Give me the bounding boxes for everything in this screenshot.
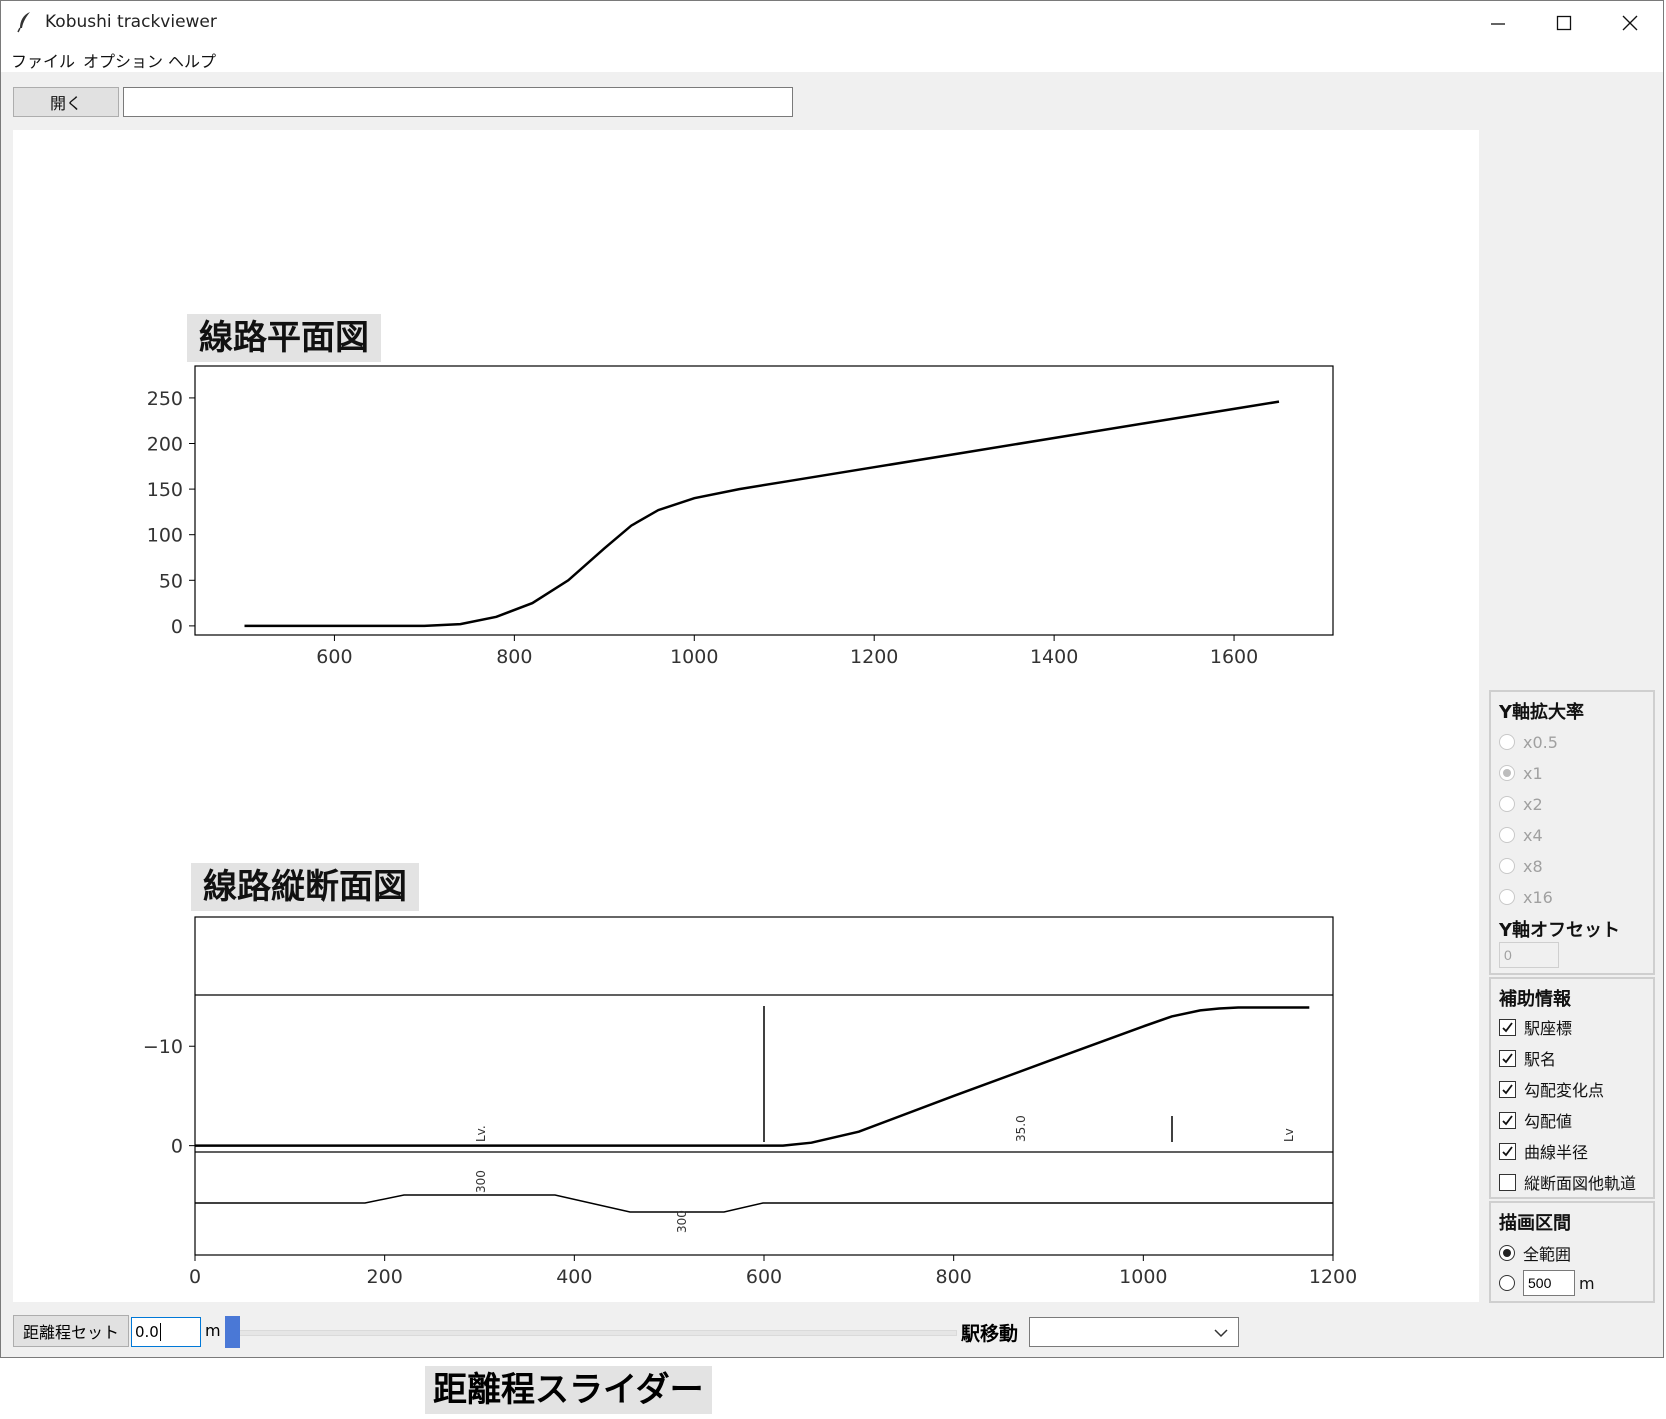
draw-range-title: 描画区間 — [1499, 1213, 1571, 1234]
slider-caption: 距離程スライダー — [425, 1366, 712, 1414]
checkbox-checked-icon — [1499, 1080, 1516, 1098]
x-tick-label: 400 — [556, 1266, 592, 1288]
curve-radius-line — [195, 1194, 1333, 1213]
plot-canvas: 線路平面図 600 800 1000 1200 1400 1600 0 50 100 150 200… — [13, 130, 1479, 1302]
aux-check-gradient-point[interactable]: 勾配変化点 — [1499, 1077, 1604, 1101]
yscale-option-x1[interactable]: x1 — [1499, 761, 1543, 785]
gradient-label: Lv — [1282, 1128, 1296, 1142]
x-tick-label: 1600 — [1210, 646, 1258, 668]
aux-check-other-tracks[interactable]: 縦断面図他軌道 — [1499, 1170, 1636, 1194]
chevron-down-icon — [1214, 1329, 1228, 1338]
yscale-option-x2[interactable]: x2 — [1499, 792, 1543, 816]
distance-slider-thumb[interactable] — [225, 1316, 240, 1348]
profile-track-line — [195, 1006, 1310, 1147]
maximize-button[interactable] — [1531, 1, 1597, 44]
yscale-option-x16[interactable]: x16 — [1499, 885, 1553, 909]
radio-icon — [1499, 796, 1515, 812]
file-path-input[interactable] — [123, 87, 793, 117]
open-button[interactable]: 開く — [13, 87, 119, 117]
distance-set-button[interactable]: 距離程セット — [13, 1315, 129, 1347]
x-tick-label: 800 — [936, 1266, 972, 1288]
window-title: Kobushi trackviewer — [45, 12, 217, 32]
yoffset-input[interactable] — [1499, 942, 1559, 968]
aux-check-station-coord[interactable]: 駅座標 — [1499, 1015, 1572, 1039]
radio-icon — [1499, 889, 1515, 905]
draw-range-panel: 描画区間 全範囲 m — [1489, 1201, 1655, 1303]
minimize-button[interactable] — [1465, 1, 1531, 44]
radius-label: 300 — [675, 1210, 689, 1233]
gradient-label: 35.0 — [1014, 1115, 1028, 1142]
plan-chart-title: 線路平面図 — [187, 314, 381, 362]
distance-unit: m — [205, 1321, 221, 1340]
yoffset-title: Y軸オフセット — [1499, 920, 1621, 941]
feather-icon — [17, 12, 30, 33]
y-tick-label: 0 — [171, 616, 183, 638]
station-move-label: 駅移動 — [961, 1323, 1019, 1345]
gradient-label: Lv. — [474, 1125, 488, 1142]
distance-slider-track[interactable] — [225, 1330, 957, 1336]
app-window: Kobushi trackviewer ファイル オプション ヘルプ 開く 線路… — [0, 0, 1664, 1358]
range-length-input[interactable] — [1523, 1270, 1575, 1296]
range-option-full[interactable]: 全範囲 — [1499, 1241, 1571, 1265]
y-tick-label: −10 — [143, 1036, 183, 1058]
aux-check-station-name[interactable]: 駅名 — [1499, 1046, 1556, 1070]
range-option-custom[interactable]: m — [1499, 1270, 1595, 1296]
close-icon — [1622, 15, 1638, 30]
aux-check-curve-radius[interactable]: 曲線半径 — [1499, 1139, 1588, 1163]
aux-info-panel: 補助情報 駅座標 駅名 勾配変化点 勾配値 曲線半径 縦断面図他軌道 — [1489, 977, 1655, 1199]
y-tick-label: 200 — [147, 434, 183, 456]
radio-selected-icon — [1499, 765, 1515, 781]
menu-bar: ファイル オプション ヘルプ — [1, 44, 1663, 72]
y-tick-label: 50 — [159, 570, 183, 592]
x-tick-label: 0 — [189, 1266, 201, 1288]
yscale-option-x8[interactable]: x8 — [1499, 854, 1543, 878]
yscale-option-x4[interactable]: x4 — [1499, 823, 1543, 847]
x-tick-label: 600 — [316, 646, 352, 668]
menu-options[interactable]: オプション — [83, 52, 164, 71]
profile-chart-title: 線路縦断面図 — [191, 863, 419, 911]
checkbox-checked-icon — [1499, 1049, 1516, 1067]
y-tick-label: 0 — [171, 1136, 183, 1158]
yscale-option-x0.5[interactable]: x0.5 — [1499, 730, 1558, 754]
plan-track-line — [244, 400, 1280, 628]
maximize-icon — [1556, 15, 1572, 30]
x-tick-label: 1000 — [1119, 1266, 1167, 1288]
x-tick-label: 1200 — [1309, 1266, 1357, 1288]
radio-icon — [1499, 827, 1515, 843]
x-tick-label: 200 — [367, 1266, 403, 1288]
profile-ticks: 0 200 400 600 800 1000 1200 0 −10 — [143, 1036, 1357, 1288]
y-tick-label: 100 — [147, 525, 183, 547]
minimize-icon — [1491, 22, 1505, 25]
radius-label: 300 — [474, 1170, 488, 1193]
radio-icon — [1499, 858, 1515, 874]
x-tick-label: 1000 — [670, 646, 718, 668]
y-tick-label: 150 — [147, 479, 183, 501]
x-tick-label: 1200 — [850, 646, 898, 668]
yscale-title: Y軸拡大率 — [1499, 702, 1585, 723]
aux-info-title: 補助情報 — [1499, 989, 1571, 1010]
aux-check-gradient-value[interactable]: 勾配値 — [1499, 1108, 1572, 1132]
menu-file[interactable]: ファイル — [11, 52, 76, 71]
yscale-panel: Y軸拡大率 x0.5 x1 x2 x4 x8 x16 Y軸オフセット — [1489, 690, 1655, 975]
charts-svg: 600 800 1000 1200 1400 1600 0 50 100 150 200 250 0 2… — [143, 365, 1357, 1288]
checkbox-checked-icon — [1499, 1111, 1516, 1129]
y-tick-label: 250 — [147, 388, 183, 410]
checkbox-checked-icon — [1499, 1142, 1516, 1160]
station-select[interactable] — [1029, 1317, 1239, 1347]
plan-axes-frame — [194, 365, 1334, 636]
radio-selected-icon — [1499, 1245, 1515, 1261]
x-tick-label: 800 — [496, 646, 532, 668]
radio-icon — [1499, 1275, 1515, 1291]
distance-input[interactable]: 0.0 — [131, 1317, 201, 1347]
menu-help[interactable]: ヘルプ — [168, 52, 217, 71]
checkbox-icon — [1499, 1173, 1516, 1191]
x-tick-label: 600 — [746, 1266, 782, 1288]
radio-icon — [1499, 734, 1515, 750]
x-tick-label: 1400 — [1030, 646, 1078, 668]
plan-ticks: 600 800 1000 1200 1400 1600 0 50 100 150 200 250 — [147, 388, 1258, 668]
title-bar: Kobushi trackviewer — [1, 1, 1663, 44]
checkbox-checked-icon — [1499, 1018, 1516, 1036]
close-button[interactable] — [1597, 1, 1663, 44]
